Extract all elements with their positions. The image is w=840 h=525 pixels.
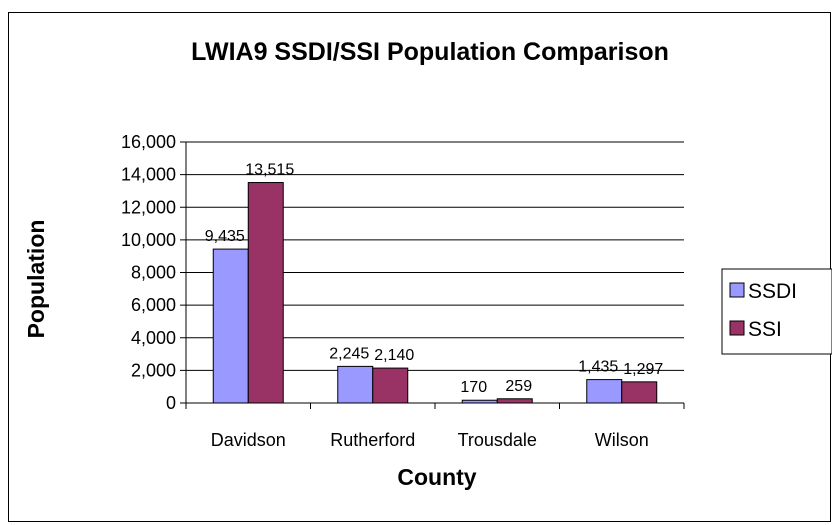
- data-label: 13,515: [245, 162, 294, 179]
- y-tick-label: 4,000: [131, 328, 176, 348]
- data-label: 2,245: [329, 345, 369, 362]
- bar-ssi-davidson: [247, 182, 284, 404]
- x-tick-label: Rutherford: [330, 430, 415, 450]
- y-tick-label: 12,000: [121, 197, 176, 217]
- legend-swatch: [729, 282, 745, 298]
- data-label: 259: [505, 378, 532, 395]
- bar-ssdi-rutherford: [337, 365, 374, 404]
- y-tick-label: 10,000: [121, 230, 176, 250]
- data-label: 1,435: [578, 359, 618, 376]
- bar-ssdi-trousdale: [461, 399, 498, 404]
- bar-ssdi-wilson: [586, 379, 623, 404]
- legend: SSDI SSI: [721, 268, 832, 355]
- bar-ssi-trousdale: [496, 398, 533, 404]
- y-tick-label: 6,000: [131, 295, 176, 315]
- chart-frame: LWIA9 SSDI/SSI Population Comparison 0 2,…: [8, 12, 832, 522]
- chart-svg: LWIA9 SSDI/SSI Population Comparison 0 2,…: [23, 38, 832, 490]
- y-tick-label: 0: [166, 393, 176, 413]
- legend-label: SSI: [748, 318, 782, 341]
- y-tick-label: 2,000: [131, 360, 176, 380]
- y-tick-label: 8,000: [131, 263, 176, 283]
- x-axis-label: County: [397, 464, 476, 490]
- y-tick-label: 14,000: [121, 165, 176, 185]
- bar-ssi-wilson: [621, 381, 658, 404]
- y-tick-label: 16,000: [121, 132, 176, 152]
- data-label: 9,435: [205, 228, 245, 245]
- x-tick-label: Trousdale: [458, 430, 537, 450]
- bar-ssdi-davidson: [212, 248, 249, 404]
- data-label: 2,140: [374, 347, 414, 364]
- legend-label: SSDI: [748, 280, 797, 303]
- x-tick-label: Davidson: [211, 430, 286, 450]
- chart-title: LWIA9 SSDI/SSI Population Comparison: [191, 38, 669, 66]
- x-tick-label: Wilson: [595, 430, 649, 450]
- y-axis-label: Population: [23, 220, 49, 339]
- data-label: 1,297: [623, 361, 663, 378]
- legend-swatch: [729, 320, 745, 336]
- plot-area: 0 2,000 4,000 6,000 8,000 10,000 12,000 14,000 1…: [121, 132, 685, 450]
- bar-ssi-rutherford: [372, 367, 409, 404]
- data-label: 170: [460, 379, 487, 396]
